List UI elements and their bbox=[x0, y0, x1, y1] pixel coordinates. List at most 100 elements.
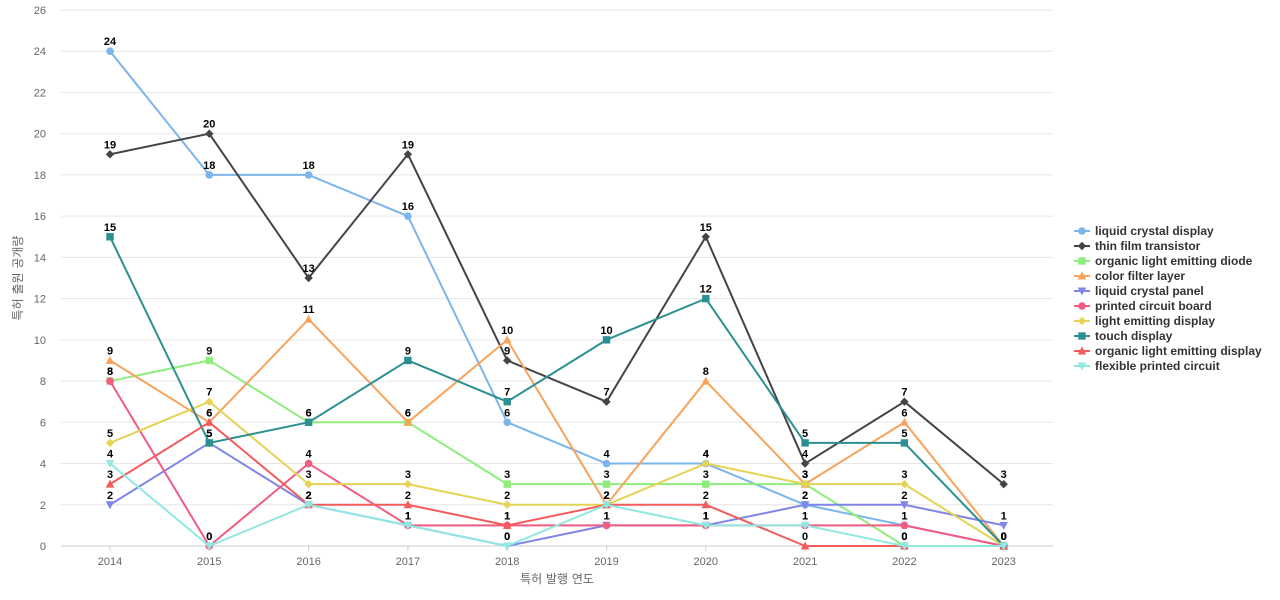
data-label: 1 bbox=[405, 510, 411, 522]
data-point bbox=[304, 171, 313, 179]
data-point bbox=[502, 335, 512, 344]
series-line bbox=[109, 236, 1005, 547]
data-label: 1 bbox=[703, 510, 709, 522]
data-point bbox=[403, 500, 413, 509]
legend-label: organic light emitting diode bbox=[1095, 254, 1253, 268]
data-label: 1 bbox=[901, 510, 907, 522]
legend-marker bbox=[1078, 227, 1086, 235]
data-label: 0 bbox=[1001, 531, 1007, 543]
legend-marker bbox=[1077, 241, 1087, 251]
data-label: 1 bbox=[603, 510, 609, 522]
data-point bbox=[404, 356, 412, 365]
legend-item[interactable]: organic light emitting diode bbox=[1074, 254, 1253, 268]
data-point bbox=[205, 129, 214, 138]
data-label: 6 bbox=[504, 407, 510, 419]
y-tick-label: 20 bbox=[34, 129, 46, 141]
data-point bbox=[701, 521, 711, 530]
data-point bbox=[304, 479, 313, 489]
data-point bbox=[403, 479, 413, 489]
data-point bbox=[900, 542, 909, 551]
data-label: 1 bbox=[1001, 510, 1007, 522]
data-point bbox=[503, 418, 512, 427]
data-label: 3 bbox=[703, 469, 709, 481]
y-tick-label: 2 bbox=[40, 500, 46, 512]
data-label: 8 bbox=[107, 366, 113, 378]
data-label: 20 bbox=[203, 119, 215, 131]
y-axis-title: 특허 출원 공개량 bbox=[11, 236, 25, 321]
data-point bbox=[502, 542, 512, 551]
data-point bbox=[602, 459, 611, 468]
data-label: 2 bbox=[603, 490, 609, 502]
data-label: 15 bbox=[104, 222, 116, 234]
y-tick-label: 12 bbox=[34, 294, 46, 306]
data-point bbox=[503, 480, 511, 488]
data-label: 4 bbox=[703, 449, 710, 461]
legend-marker bbox=[1078, 332, 1086, 340]
legend-item[interactable]: printed circuit board bbox=[1074, 299, 1212, 313]
legend-item[interactable]: organic light emitting display bbox=[1074, 344, 1262, 358]
data-point bbox=[304, 314, 313, 323]
data-label: 0 bbox=[1001, 531, 1007, 543]
data-label: 1 bbox=[504, 510, 510, 522]
data-label: 6 bbox=[306, 407, 312, 419]
data-label: 2 bbox=[901, 490, 907, 502]
data-label: 11 bbox=[303, 304, 315, 316]
series-line bbox=[109, 400, 1005, 547]
grid-lines bbox=[61, 9, 1053, 547]
data-label: 3 bbox=[405, 469, 411, 481]
series-line bbox=[109, 318, 1005, 547]
data-point bbox=[701, 232, 710, 241]
data-point bbox=[999, 479, 1008, 489]
data-point bbox=[304, 418, 313, 427]
data-point bbox=[800, 501, 810, 510]
data-label: 16 bbox=[402, 201, 414, 213]
legend-item[interactable]: liquid crystal panel bbox=[1074, 284, 1204, 298]
data-label: 3 bbox=[603, 469, 609, 481]
data-label: 0 bbox=[206, 531, 212, 543]
data-point bbox=[205, 397, 214, 406]
data-label: 0 bbox=[1001, 531, 1007, 543]
legend-item[interactable]: color filter layer bbox=[1074, 269, 1185, 283]
legend-marker bbox=[1077, 316, 1087, 326]
data-label: 0 bbox=[504, 531, 510, 543]
data-label: 4 bbox=[703, 449, 710, 461]
legend-item[interactable]: touch display bbox=[1074, 329, 1173, 343]
x-tick-label: 2018 bbox=[495, 556, 519, 568]
data-point bbox=[502, 520, 512, 529]
data-point bbox=[602, 521, 611, 530]
data-point bbox=[701, 376, 711, 385]
legend-label: touch display bbox=[1095, 329, 1173, 343]
y-tick-label: 8 bbox=[40, 376, 46, 388]
data-point bbox=[304, 273, 313, 283]
data-label: 4 bbox=[603, 449, 610, 461]
legend-marker bbox=[1077, 287, 1087, 296]
data-label: 5 bbox=[901, 428, 907, 440]
data-label: 13 bbox=[302, 263, 314, 275]
data-point bbox=[205, 439, 213, 447]
y-tick-label: 22 bbox=[34, 87, 46, 99]
data-label: 3 bbox=[802, 469, 808, 481]
data-label: 0 bbox=[1001, 531, 1007, 543]
data-label: 2 bbox=[802, 490, 808, 502]
y-tick-label: 0 bbox=[40, 541, 46, 553]
legend-item[interactable]: flexible printed circuit bbox=[1074, 359, 1220, 373]
y-tick-label: 4 bbox=[40, 459, 46, 471]
x-axis-title: 특허 발행 연도 bbox=[520, 571, 594, 586]
data-point bbox=[503, 500, 512, 509]
legend-item[interactable]: liquid crystal display bbox=[1074, 224, 1214, 238]
data-label: 6 bbox=[405, 407, 411, 419]
data-point bbox=[900, 417, 909, 426]
x-tick-label: 2023 bbox=[991, 556, 1015, 568]
legend-item[interactable]: thin film transistor bbox=[1074, 239, 1201, 253]
data-point bbox=[105, 501, 115, 510]
data-point bbox=[702, 294, 710, 303]
data-label: 1 bbox=[703, 510, 709, 522]
data-point bbox=[205, 356, 213, 365]
data-label: 9 bbox=[504, 345, 510, 357]
x-tick-label: 2022 bbox=[892, 556, 916, 568]
data-point bbox=[105, 438, 115, 448]
data-label: 3 bbox=[802, 469, 808, 481]
legend-item[interactable]: light emitting display bbox=[1074, 314, 1215, 328]
data-point bbox=[800, 479, 810, 489]
